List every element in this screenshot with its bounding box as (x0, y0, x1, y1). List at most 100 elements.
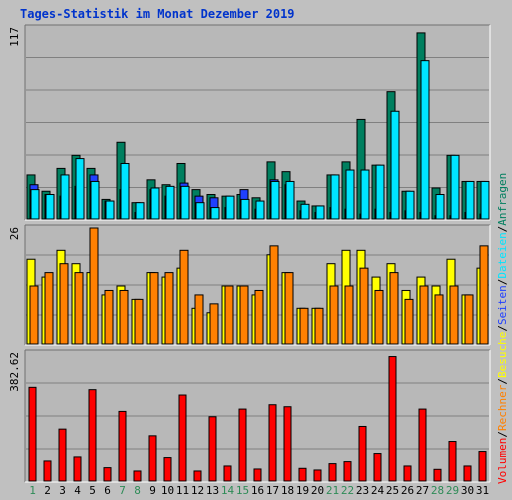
bar-rechner (374, 289, 384, 345)
bar-volumen (178, 394, 187, 482)
x-tick-label: 1 (29, 484, 36, 497)
bar-rechner (299, 307, 309, 345)
bar-rechner (479, 245, 489, 345)
bar-dateien (30, 189, 40, 220)
legend-separator: / (496, 226, 509, 233)
bar-rechner (29, 285, 39, 345)
bar-rechner (449, 285, 459, 345)
legend-separator: / (496, 378, 509, 385)
bar-volumen (163, 457, 172, 482)
bar-dateien (270, 180, 280, 220)
bar-volumen (433, 468, 442, 482)
bar-volumen (103, 467, 112, 482)
bar-dateien (435, 194, 445, 220)
x-tick-label: 20 (311, 484, 324, 497)
bar-rechner (164, 272, 174, 345)
x-tick-label: 13 (206, 484, 219, 497)
x-tick-label: 17 (266, 484, 279, 497)
legend-rechner: Rechner (496, 384, 509, 431)
bar-dateien (60, 174, 70, 220)
bar-dateien (90, 180, 100, 220)
bar-dateien (405, 190, 415, 220)
bar-dateien (240, 198, 250, 220)
bar-dateien (300, 203, 310, 220)
bar-rechner (44, 272, 54, 345)
bar-dateien (360, 169, 370, 220)
bar-volumen (58, 428, 67, 482)
chart-title: Tages-Statistik im Monat Dezember 2019 (20, 7, 295, 21)
y-max-label: 117 (8, 27, 21, 47)
bar-dateien (480, 180, 490, 220)
bar-volumen (313, 469, 322, 482)
bar-volumen (373, 453, 382, 482)
y-max-label: 26 (8, 227, 21, 240)
x-tick-label: 15 (236, 484, 249, 497)
y-max-label: 382.62 (8, 352, 21, 392)
bar-rechner (209, 303, 219, 345)
bar-dateien (315, 205, 325, 220)
bar-volumen (448, 441, 457, 482)
bar-rechner (239, 285, 249, 345)
bar-rechner (194, 294, 204, 345)
x-tick-label: 25 (386, 484, 399, 497)
side-legend: Volumen/Rechner/Besuche/Seiten/Dateien/A… (496, 173, 509, 484)
legend-separator: / (496, 325, 509, 332)
bar-volumen (208, 416, 217, 482)
x-tick-label: 3 (59, 484, 66, 497)
bar-dateien (75, 158, 85, 220)
bar-volumen (118, 410, 127, 482)
chart-panel-anfragen-dateien-seiten: 117 (8, 24, 491, 221)
bar-rechner (464, 294, 474, 345)
bar-dateien (420, 60, 430, 220)
bar-rechner (389, 272, 399, 345)
bar-rechner (149, 272, 159, 345)
bar-dateien (375, 164, 385, 220)
bar-dateien (465, 180, 475, 220)
x-tick-label: 29 (446, 484, 459, 497)
bar-rechner (284, 272, 294, 345)
bar-rechner (269, 245, 279, 345)
bar-dateien (150, 187, 160, 220)
x-tick-label: 31 (476, 484, 489, 497)
bar-rechner (89, 227, 99, 345)
bar-dateien (195, 202, 205, 220)
bar-dateien (210, 207, 220, 220)
bar-dateien (390, 110, 400, 220)
bar-dateien (120, 162, 130, 220)
bar-volumen (28, 386, 37, 482)
bar-volumen (358, 425, 367, 482)
bar-rechner (419, 285, 429, 345)
bar-volumen (418, 408, 427, 482)
bar-rechner (104, 289, 114, 345)
bar-volumen (403, 465, 412, 482)
x-tick-label: 22 (341, 484, 354, 497)
bar-rechner (314, 307, 324, 345)
bar-dateien (450, 154, 460, 220)
bar-dateien (135, 202, 145, 220)
chart-panel-volumen: 382.62 (8, 349, 491, 483)
x-tick-label: 26 (401, 484, 414, 497)
bar-volumen (133, 470, 142, 482)
x-tick-label: 9 (149, 484, 156, 497)
bar-dateien (330, 174, 340, 220)
bar-volumen (283, 406, 292, 482)
bar-dateien (225, 195, 235, 220)
bar-volumen (148, 435, 157, 482)
bar-volumen (478, 451, 487, 482)
legend-separator: / (496, 279, 509, 286)
bar-dateien (255, 200, 265, 220)
x-tick-label: 2 (44, 484, 51, 497)
x-tick-label: 10 (161, 484, 174, 497)
x-tick-label: 24 (371, 484, 385, 497)
bar-volumen (193, 470, 202, 482)
bar-volumen (298, 467, 307, 482)
x-tick-label: 4 (74, 484, 81, 497)
bar-volumen (73, 456, 82, 482)
x-tick-label: 16 (251, 484, 264, 497)
x-tick-label: 5 (89, 484, 96, 497)
bar-rechner (224, 285, 234, 345)
legend-anfragen: Anfragen (496, 173, 509, 226)
bar-rechner (74, 272, 84, 345)
